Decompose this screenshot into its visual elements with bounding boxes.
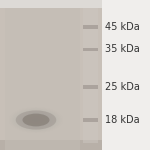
- Ellipse shape: [28, 116, 44, 124]
- Bar: [0, 140, 102, 150]
- Ellipse shape: [33, 119, 39, 121]
- Bar: [82, 25, 98, 29]
- Bar: [82, 118, 98, 122]
- Ellipse shape: [16, 110, 56, 130]
- Ellipse shape: [22, 114, 50, 126]
- Ellipse shape: [18, 111, 54, 129]
- Ellipse shape: [15, 110, 57, 130]
- Text: 18 kDa: 18 kDa: [105, 115, 140, 125]
- Text: 25 kDa: 25 kDa: [105, 82, 140, 92]
- Text: 35 kDa: 35 kDa: [105, 45, 140, 54]
- Ellipse shape: [16, 111, 56, 129]
- Ellipse shape: [34, 119, 38, 121]
- Ellipse shape: [26, 115, 46, 125]
- Bar: [82, 85, 98, 89]
- Bar: [82, 8, 98, 142]
- Ellipse shape: [21, 113, 51, 127]
- Bar: [4, 8, 80, 150]
- Ellipse shape: [12, 109, 60, 131]
- Ellipse shape: [9, 107, 63, 133]
- Text: 45 kDa: 45 kDa: [105, 22, 140, 32]
- Ellipse shape: [11, 108, 61, 132]
- Ellipse shape: [14, 109, 59, 131]
- Ellipse shape: [20, 112, 52, 128]
- Bar: [82, 48, 98, 51]
- Ellipse shape: [30, 117, 42, 123]
- Bar: [102, 0, 150, 150]
- Bar: [0, 0, 102, 8]
- Ellipse shape: [27, 116, 45, 124]
- Ellipse shape: [32, 118, 40, 122]
- Ellipse shape: [24, 114, 48, 126]
- Bar: [0, 0, 102, 150]
- Ellipse shape: [22, 114, 50, 126]
